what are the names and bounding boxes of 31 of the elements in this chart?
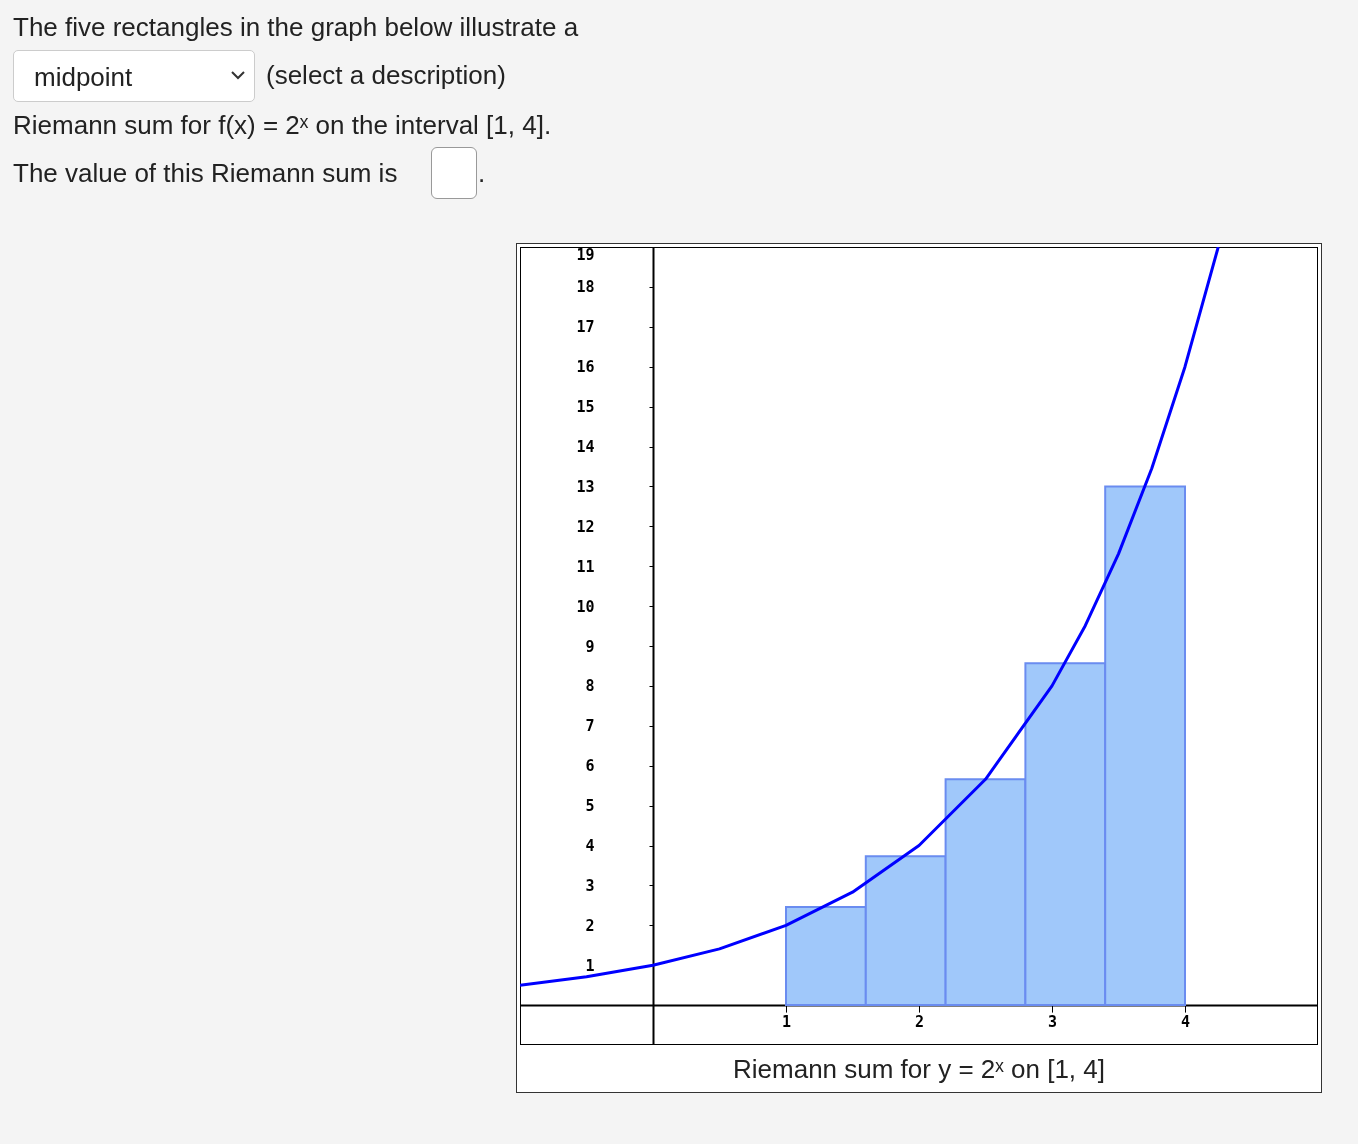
y-tick-label: 19: [576, 245, 595, 264]
y-tick-label: 13: [576, 477, 595, 496]
x-tick-label: 4: [1180, 1012, 1191, 1031]
y-tick-label: 9: [585, 637, 595, 656]
y-tick-label: 5: [585, 797, 595, 816]
y-tick-label: 1: [585, 956, 595, 975]
y-tick-label: 14: [576, 438, 595, 456]
text: (select a description): [266, 60, 506, 91]
x-tick-label: 1: [781, 1012, 792, 1031]
y-tick-label: 17: [576, 318, 595, 337]
y-tick-label: 18: [576, 278, 595, 297]
x-tick-label: 3: [1047, 1012, 1058, 1031]
y-tick-label: 11: [576, 557, 595, 576]
y-tick-label: 15: [576, 398, 595, 417]
y-tick-label: 16: [576, 358, 595, 377]
x-axis-title: Riemann sum for y = 2ˣ on [1, 4]: [732, 1054, 1106, 1085]
text: .: [478, 158, 486, 189]
y-tick-label: 3: [585, 876, 595, 895]
x-tick-label: 2: [914, 1012, 925, 1031]
line-series: [520, 247, 1220, 987]
y-tick-label: 2: [585, 916, 595, 935]
text: The five rectangles in the graph below illustrate a: [13, 12, 579, 43]
y-tick-label: 7: [585, 717, 595, 736]
text: Riemann sum for f(x) = 2ˣ on the interval [1, 4].: [13, 110, 552, 141]
y-tick-label: 8: [585, 677, 595, 696]
y-tick-label: 10: [576, 597, 595, 616]
y-tick-label: 12: [576, 517, 595, 536]
text: The value of this Riemann sum is: [13, 158, 398, 189]
y-tick-label: 6: [585, 757, 595, 776]
y-tick-label: 4: [585, 837, 595, 855]
dropdown-field: midpoint: [13, 50, 255, 102]
